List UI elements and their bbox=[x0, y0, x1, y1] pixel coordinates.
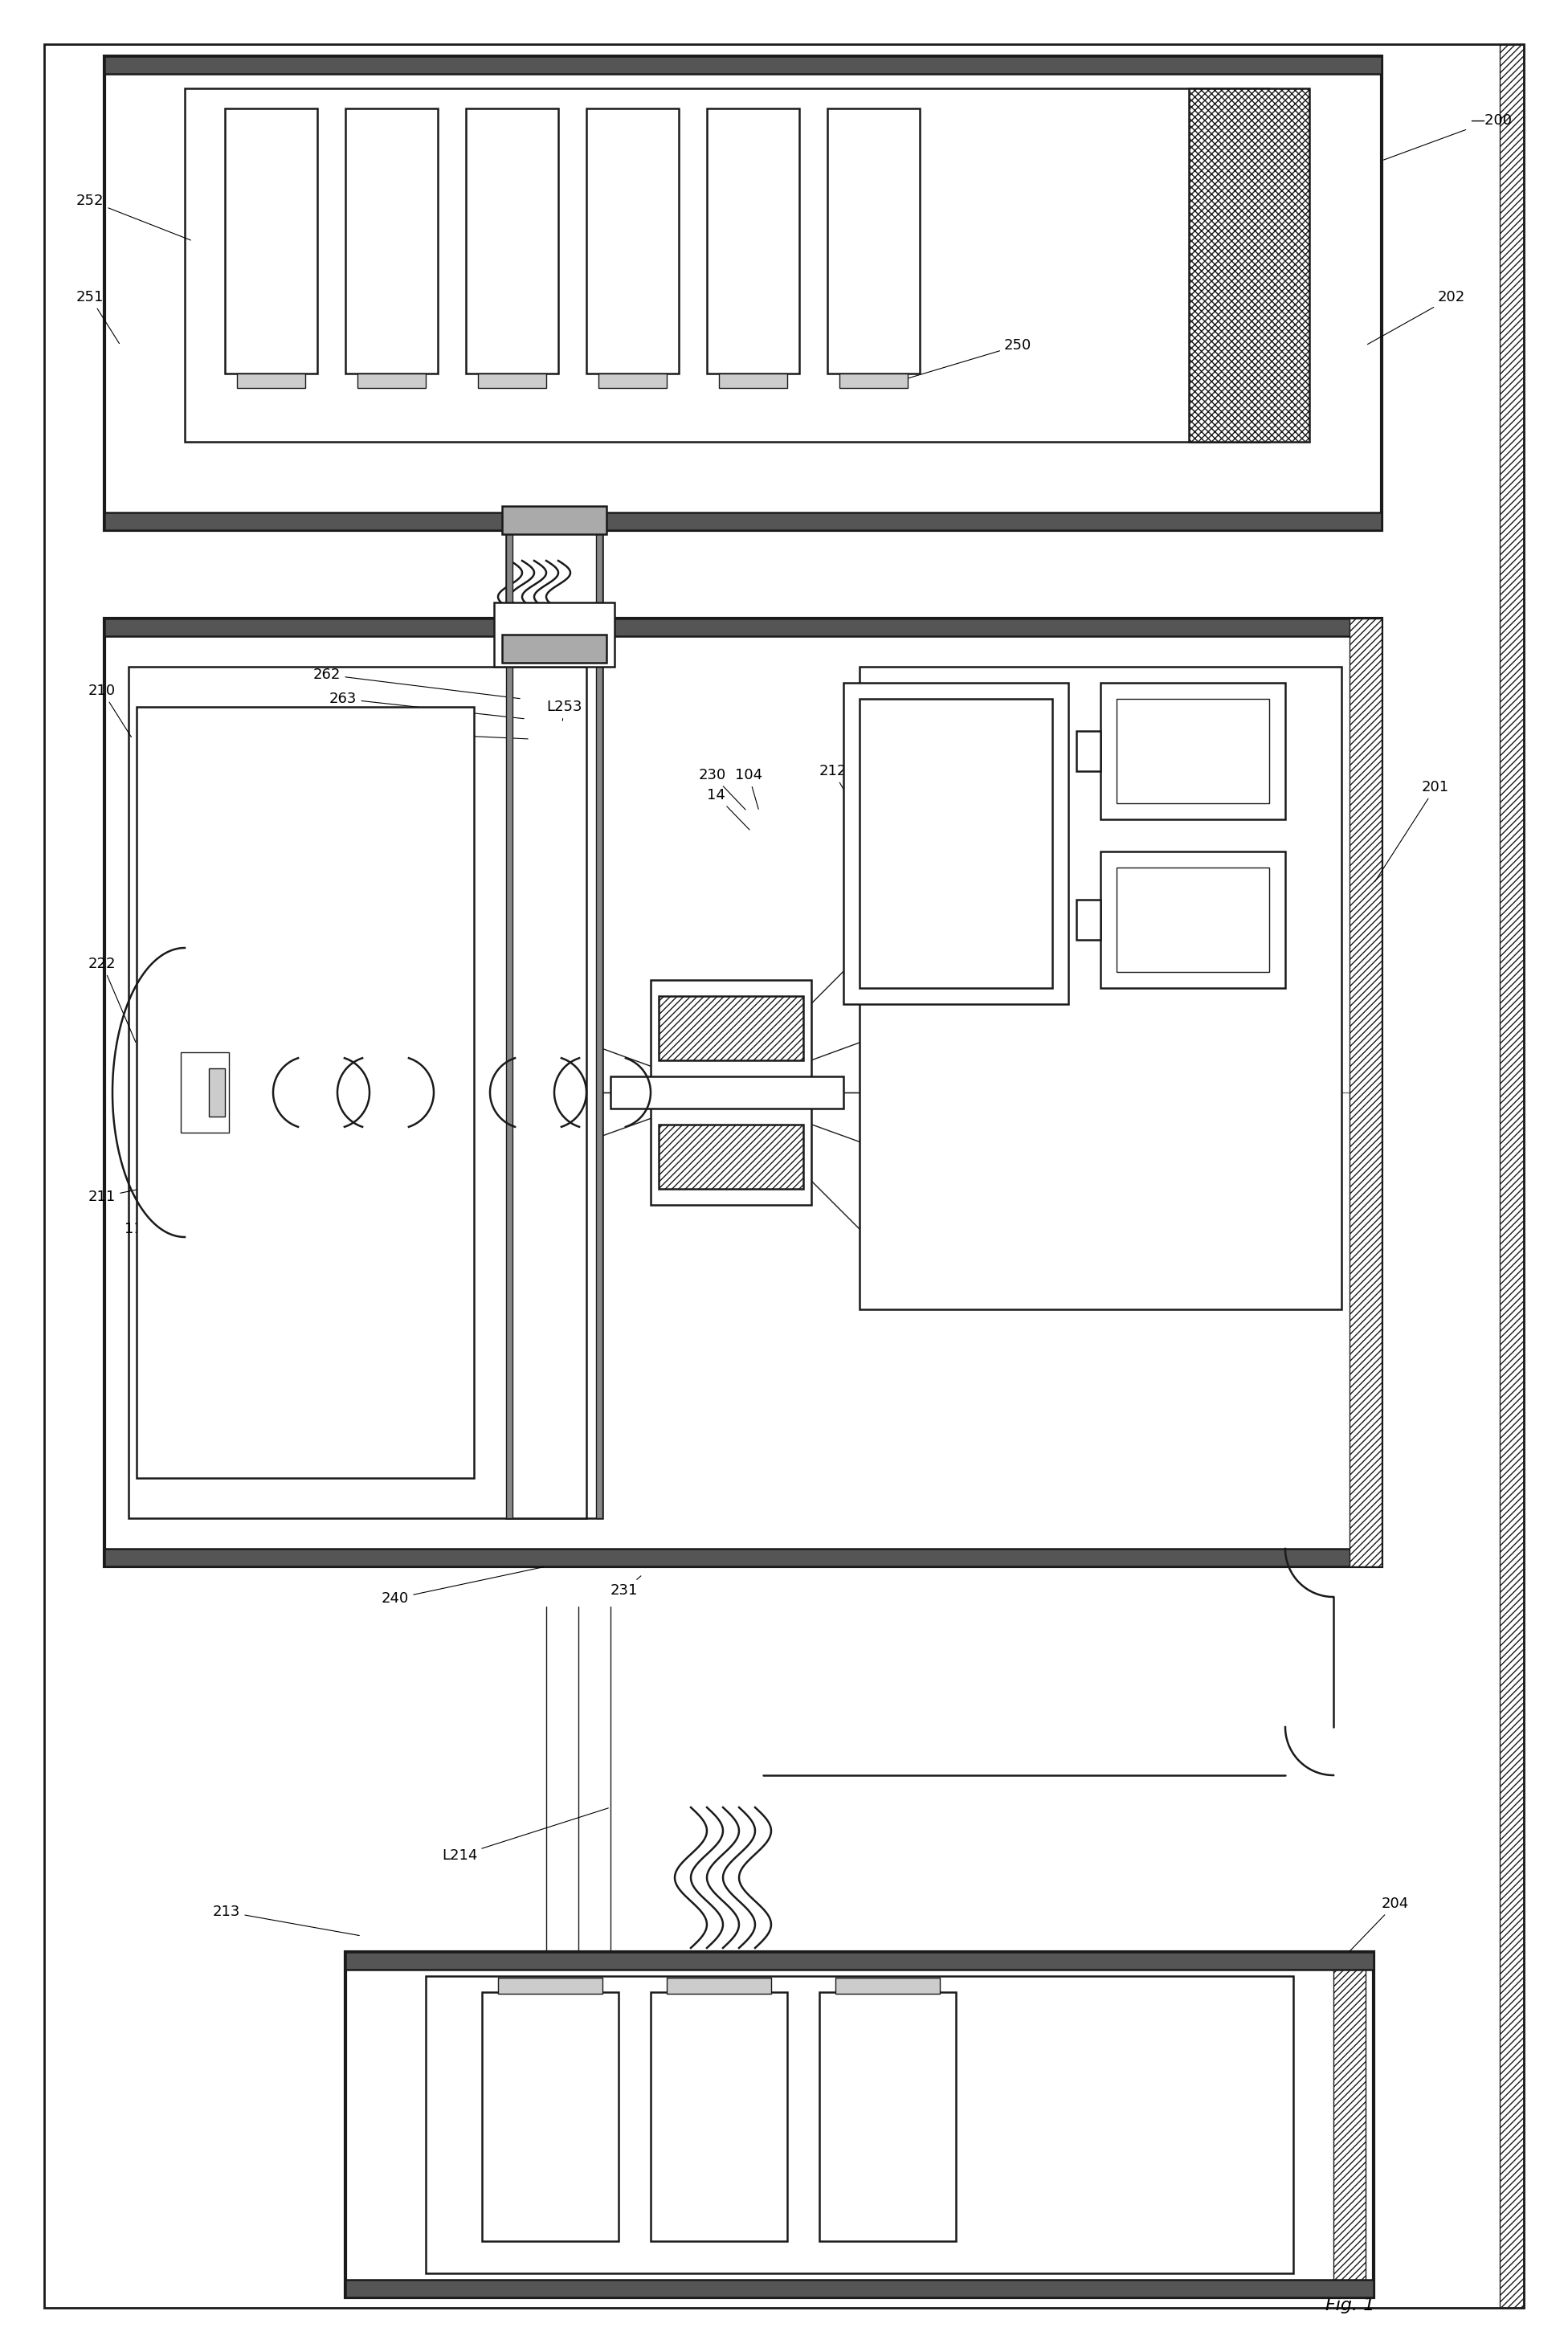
Text: L253: L253 bbox=[546, 699, 582, 720]
Bar bbox=[1189, 89, 1309, 442]
Bar bbox=[502, 635, 607, 663]
Text: 201: 201 bbox=[1375, 781, 1449, 882]
Bar bbox=[659, 995, 803, 1061]
Text: 211: 211 bbox=[88, 1190, 138, 1204]
Bar bbox=[105, 619, 1381, 635]
Text: 104: 104 bbox=[735, 769, 762, 809]
Bar bbox=[345, 108, 437, 374]
Bar bbox=[1333, 1952, 1366, 2298]
Bar bbox=[599, 374, 666, 388]
Text: —200: —200 bbox=[1383, 113, 1512, 160]
Bar bbox=[1076, 901, 1101, 941]
Bar bbox=[481, 1992, 618, 2241]
Bar bbox=[345, 1952, 1374, 1969]
Bar bbox=[659, 1124, 803, 1188]
Bar bbox=[820, 1992, 956, 2241]
Bar bbox=[1116, 699, 1269, 804]
Bar bbox=[844, 682, 1068, 1004]
Bar bbox=[651, 1992, 787, 2241]
Text: Fig. 1: Fig. 1 bbox=[1325, 2298, 1375, 2314]
Bar bbox=[859, 699, 1052, 988]
Bar bbox=[1101, 851, 1286, 988]
Bar bbox=[596, 529, 602, 1517]
Bar bbox=[828, 108, 920, 374]
Text: 102: 102 bbox=[293, 1251, 328, 1284]
Bar bbox=[1101, 682, 1286, 818]
Bar bbox=[224, 108, 317, 374]
Text: 202: 202 bbox=[1367, 289, 1466, 343]
Bar bbox=[494, 602, 615, 666]
Bar bbox=[1116, 868, 1269, 971]
Text: 262: 262 bbox=[314, 668, 521, 699]
Bar bbox=[1499, 45, 1524, 2307]
Text: 222: 222 bbox=[88, 957, 136, 1042]
Bar bbox=[478, 374, 546, 388]
Bar bbox=[586, 108, 679, 374]
Text: 212: 212 bbox=[820, 764, 850, 802]
Bar bbox=[105, 56, 1381, 529]
Text: 213: 213 bbox=[213, 1905, 359, 1936]
Text: L203: L203 bbox=[538, 602, 574, 633]
Bar bbox=[707, 108, 800, 374]
Bar bbox=[506, 529, 513, 1517]
Bar bbox=[105, 513, 1381, 529]
Text: 111: 111 bbox=[124, 1214, 155, 1237]
Bar bbox=[466, 108, 558, 374]
Text: 250: 250 bbox=[886, 339, 1032, 386]
Bar bbox=[129, 666, 586, 1517]
Bar bbox=[610, 1077, 844, 1108]
Text: 252: 252 bbox=[77, 193, 191, 240]
Text: 263: 263 bbox=[329, 691, 524, 720]
Bar bbox=[237, 374, 306, 388]
Text: 100: 100 bbox=[160, 1240, 191, 1268]
Text: 210: 210 bbox=[88, 684, 132, 736]
Text: 251: 251 bbox=[77, 289, 119, 343]
Text: 204: 204 bbox=[1334, 1896, 1410, 1966]
Bar bbox=[209, 1068, 224, 1117]
Bar bbox=[506, 529, 602, 1517]
Text: L214: L214 bbox=[442, 1809, 608, 1863]
Text: 230: 230 bbox=[699, 769, 745, 809]
Bar bbox=[426, 1976, 1294, 2274]
Bar bbox=[720, 374, 787, 388]
Bar bbox=[136, 708, 474, 1477]
Bar bbox=[345, 2279, 1374, 2298]
Bar bbox=[185, 89, 1269, 442]
Bar bbox=[859, 666, 1342, 1310]
Bar bbox=[836, 1978, 939, 1994]
Bar bbox=[502, 506, 607, 534]
Text: 220: 220 bbox=[249, 811, 472, 922]
Text: 261: 261 bbox=[345, 724, 528, 739]
Text: 240: 240 bbox=[381, 1566, 544, 1606]
Bar bbox=[651, 981, 811, 1204]
Bar bbox=[1076, 731, 1101, 771]
Bar bbox=[345, 1952, 1374, 2298]
Bar bbox=[105, 619, 1381, 1566]
Bar bbox=[358, 374, 426, 388]
Text: 231: 231 bbox=[610, 1576, 641, 1597]
Bar bbox=[666, 1978, 771, 1994]
Bar bbox=[839, 374, 908, 388]
Text: 221: 221 bbox=[201, 1256, 232, 1284]
Bar bbox=[105, 56, 1381, 73]
Bar bbox=[499, 1978, 602, 1994]
Text: 14: 14 bbox=[707, 788, 750, 830]
Bar bbox=[180, 1051, 229, 1134]
Bar bbox=[1350, 619, 1381, 1566]
Bar bbox=[105, 1548, 1381, 1566]
